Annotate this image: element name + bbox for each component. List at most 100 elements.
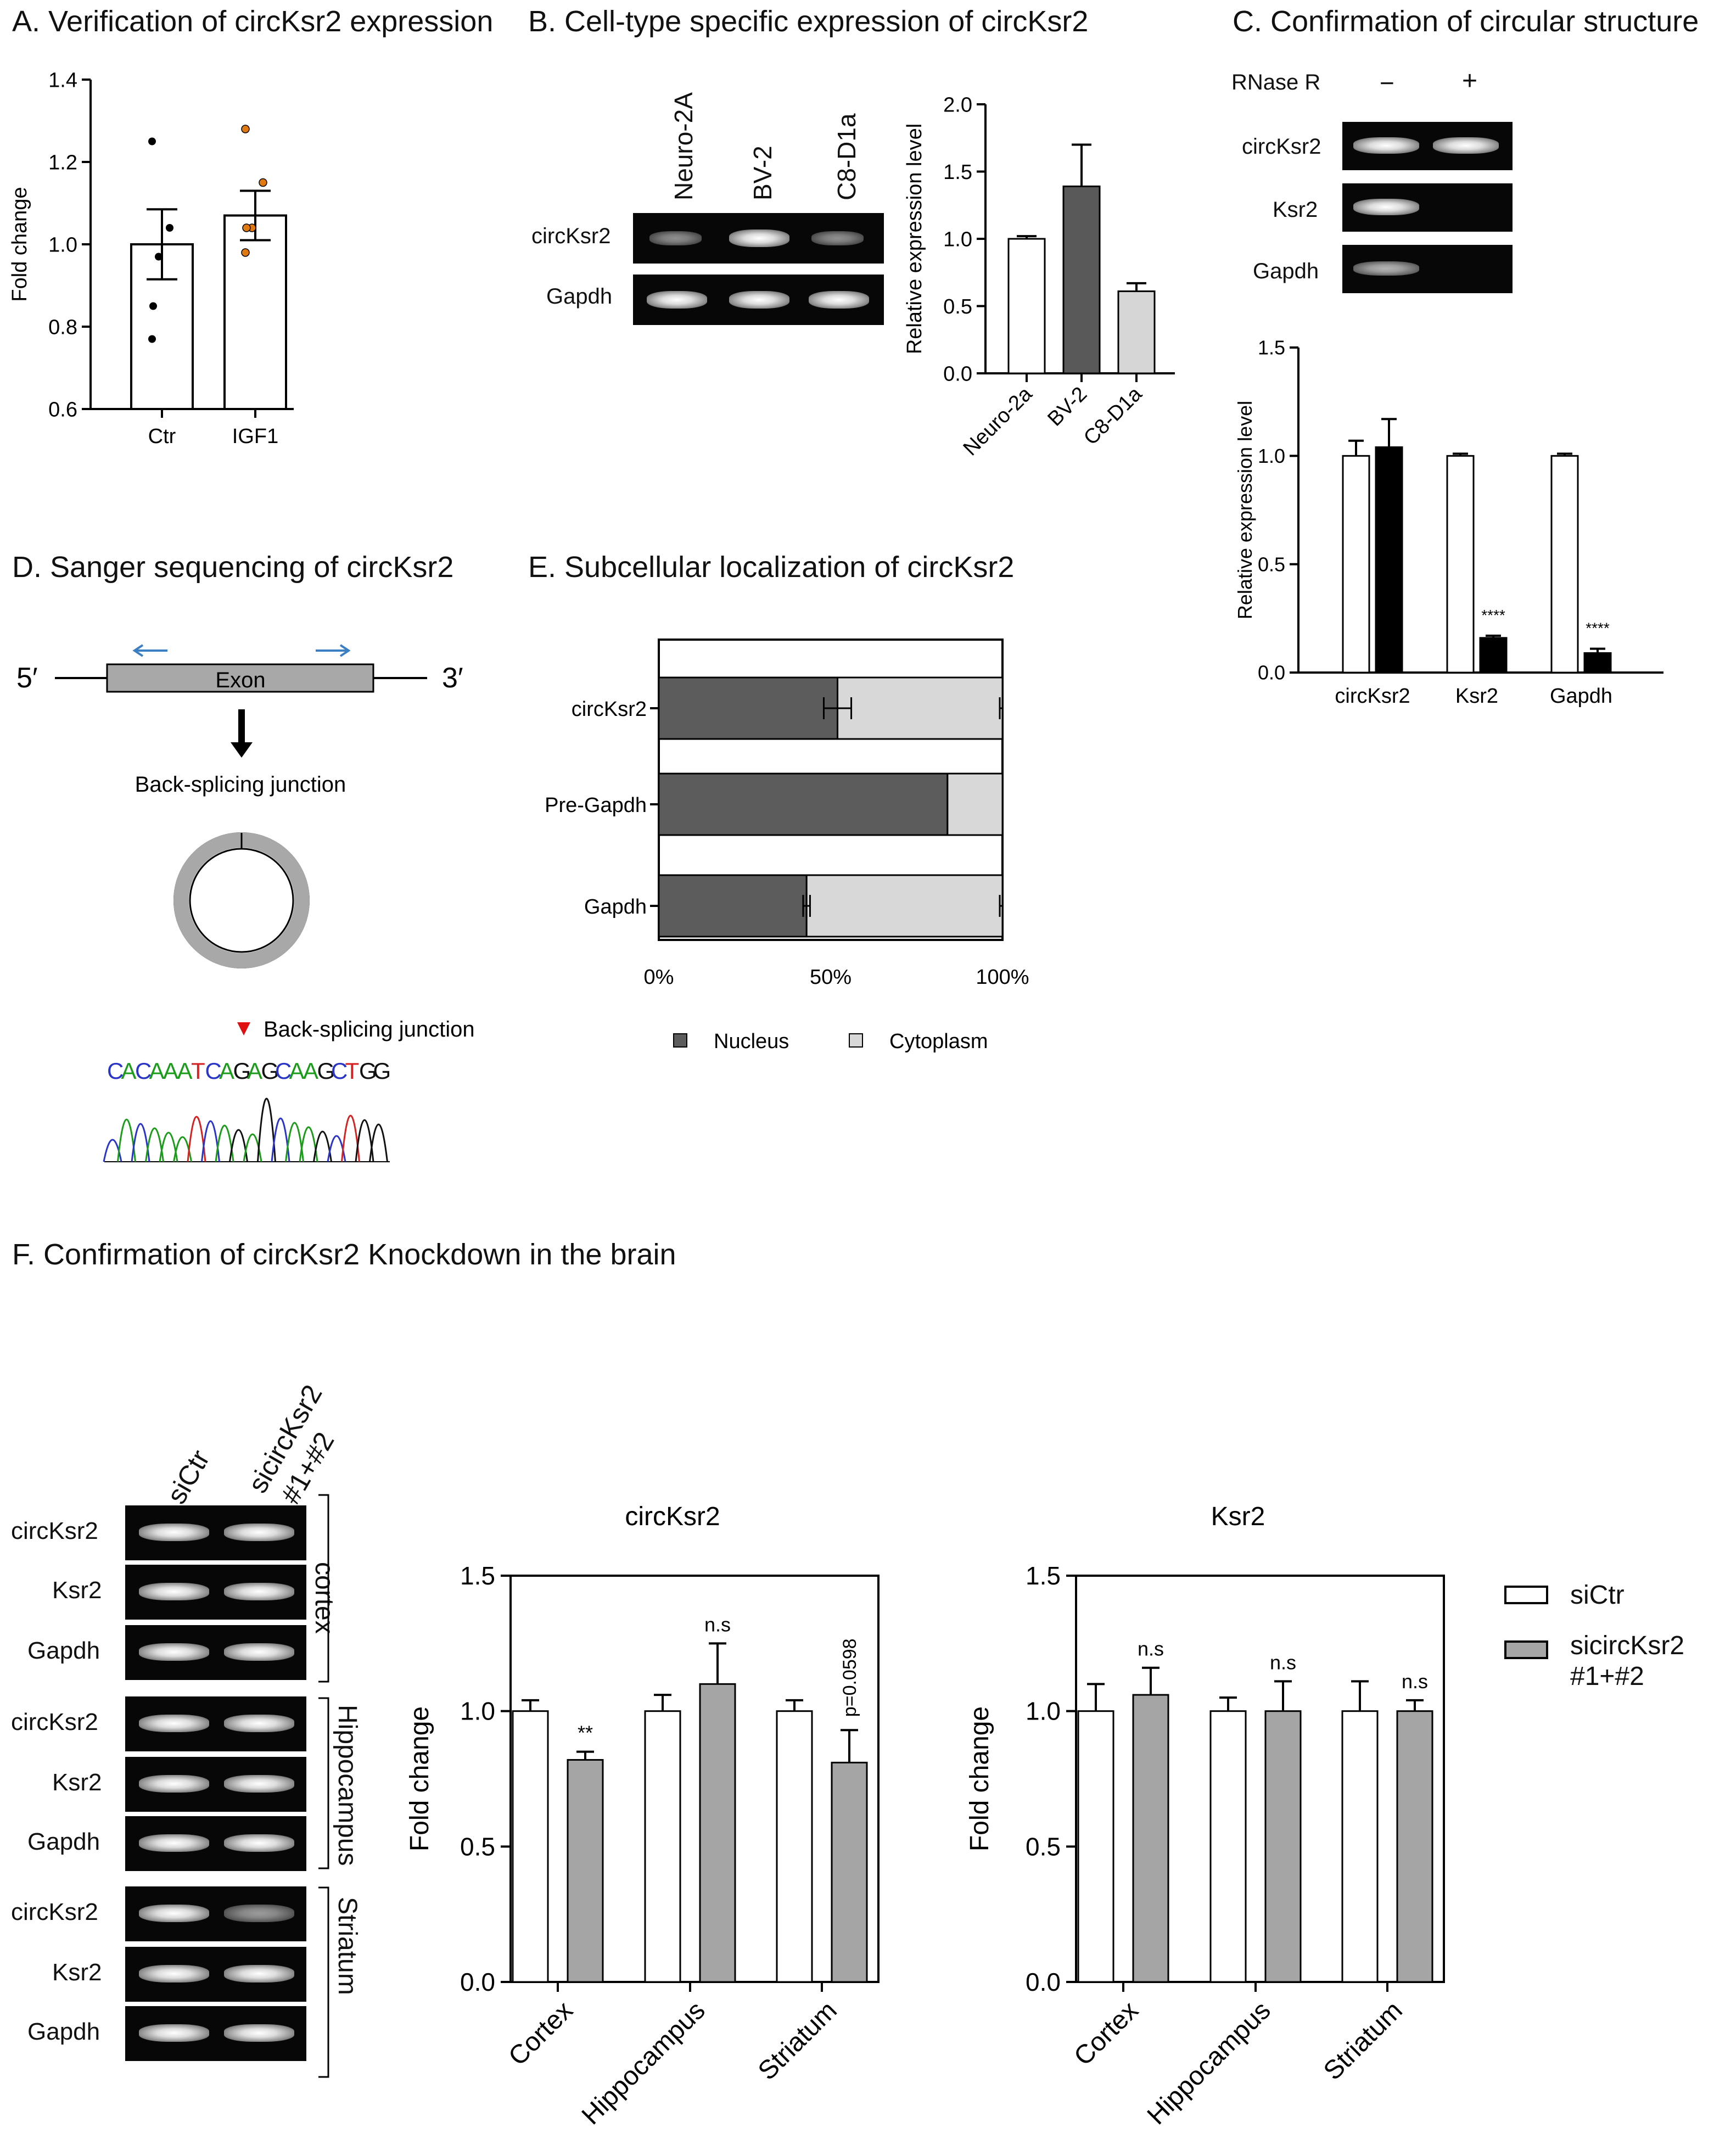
bar-circksr2-plus xyxy=(1375,446,1403,674)
sequence-base: T xyxy=(191,1058,205,1084)
y-tick-label: 1.0 xyxy=(1026,1697,1061,1726)
gel-band xyxy=(224,1965,294,1983)
y-tick-label: 0.5 xyxy=(1258,553,1285,575)
sequence-base: T xyxy=(345,1058,360,1084)
gel-band xyxy=(224,1524,294,1541)
y-tick-label: Pre-Gapdh xyxy=(545,794,647,817)
bar-cytoplasm xyxy=(805,874,1004,938)
gel-c-row-label: Gapdh xyxy=(1253,259,1319,283)
significance-label: n.s xyxy=(1270,1651,1296,1673)
sequence-base: A xyxy=(121,1058,137,1084)
gel-c-row-label: circKsr2 xyxy=(1242,135,1321,159)
back-splicing-label: Back-splicing junction xyxy=(135,772,346,797)
x-tick-label: Hippocampus xyxy=(576,1996,711,2130)
sequence-base: A xyxy=(177,1058,193,1084)
chromatogram-peak xyxy=(299,1126,318,1162)
significance-label: n.s xyxy=(1138,1638,1164,1660)
bar-gapdh-plus xyxy=(1583,652,1612,674)
sequence-base: C xyxy=(107,1058,124,1084)
gel-c-minus: − xyxy=(1380,69,1394,97)
x-tick-label: IGF1 xyxy=(232,425,278,448)
bar-ksr2-minus xyxy=(1446,455,1475,674)
chromatogram-peak xyxy=(187,1116,206,1162)
data-point xyxy=(149,302,157,310)
chromatogram-peak xyxy=(159,1132,178,1162)
sequence-base: G xyxy=(233,1058,251,1084)
bar-hippocampus-sictr xyxy=(644,1710,681,1983)
y-tick-label: circKsr2 xyxy=(572,698,647,721)
chromatogram-peak xyxy=(145,1127,164,1162)
bar-bv-2 xyxy=(1062,185,1101,374)
legend-swatch-sictr xyxy=(1504,1586,1548,1604)
sequence-base: G xyxy=(373,1058,391,1084)
schematic-d: 5′ Exon 3′ Back-splicing junction Back-s… xyxy=(16,644,475,1162)
gel-band xyxy=(224,1583,294,1600)
gel-band xyxy=(224,1905,294,1922)
bar-cytoplasm xyxy=(946,772,1004,836)
gel-f-row-label: circKsr2 xyxy=(11,1709,98,1735)
primer-right-arrow xyxy=(316,644,351,657)
gel-b-lane-label: Neuro-2A xyxy=(669,92,698,200)
gel-b-circksr2 xyxy=(633,213,884,264)
down-arrow xyxy=(231,709,253,758)
y-tick-label: 1.0 xyxy=(943,228,972,251)
gel-band xyxy=(139,1905,209,1922)
significance-label: **** xyxy=(1586,620,1610,637)
gel-f-lane xyxy=(125,1947,306,2002)
gel-f-lane xyxy=(125,1565,306,1620)
panel-a-title: A. Verification of circKsr2 expression xyxy=(12,5,494,38)
panel-e-title: E. Subcellular localization of circKsr2 xyxy=(528,551,1015,584)
gel-b-gapdh xyxy=(633,275,884,325)
bar-striatum-sictr xyxy=(1341,1710,1379,1983)
gel-band xyxy=(139,1834,209,1852)
legend-label-sicircksr2: sicircKsr2 xyxy=(1570,1631,1685,1660)
data-point xyxy=(242,223,251,232)
x-tick-label: 50% xyxy=(810,966,852,989)
gel-c-gapdh xyxy=(1342,245,1513,293)
gel-f-lane xyxy=(125,2006,306,2061)
gel-band xyxy=(139,1643,209,1661)
sequence-base: A xyxy=(163,1058,178,1084)
y-tick-label: 2.0 xyxy=(943,93,972,116)
gel-band xyxy=(139,1524,209,1541)
primer-left-arrow xyxy=(132,644,167,657)
legend-label-sicircksr2-line2: #1+#2 xyxy=(1570,1662,1644,1691)
data-point xyxy=(241,125,250,133)
y-tick-label: 1.4 xyxy=(48,69,77,92)
x-tick-label: Ksr2 xyxy=(1455,685,1498,708)
gel-f-lane xyxy=(125,1886,306,1941)
y-tick-label: 1.0 xyxy=(460,1697,495,1726)
plot-frame xyxy=(1075,1575,1445,1983)
gel-b-row-label: circKsr2 xyxy=(531,224,611,248)
gel-band xyxy=(224,1643,294,1661)
bar-nucleus xyxy=(658,676,839,740)
significance-label: n.s xyxy=(704,1613,731,1636)
sequence-base: A xyxy=(149,1058,165,1084)
chart-b: 0.0 0.5 1.0 1.5 2.0 Relative expression level… xyxy=(903,93,1175,460)
legend-swatch-sicircksr2 xyxy=(1504,1640,1548,1659)
y-tick-label: 1.0 xyxy=(48,233,77,256)
gel-f-brackets xyxy=(318,1494,329,2078)
chromatogram-peak xyxy=(285,1122,304,1162)
gel-c-ksr2 xyxy=(1342,183,1513,232)
sequence-base: A xyxy=(219,1058,234,1084)
y-tick-label: 0.8 xyxy=(48,316,77,339)
y-tick-label: 0.6 xyxy=(48,398,77,421)
y-axis-title: Relative expression level xyxy=(1234,401,1256,619)
x-tick-label: Striatum xyxy=(1318,1996,1408,2086)
y-axis-title: Fold change xyxy=(8,187,31,301)
chart-e: circKsr2 Pre-Gapdh Gapdh 0% 50% 100% Nucleus Cy… xyxy=(545,639,1029,1053)
gel-f-row-label: Gapdh xyxy=(27,2018,100,2045)
gel-f-lane xyxy=(125,1625,306,1680)
chromatogram xyxy=(103,1097,390,1162)
gel-b-lane-label: BV-2 xyxy=(748,145,777,200)
x-tick-label: circKsr2 xyxy=(1335,685,1410,708)
chart-title: Ksr2 xyxy=(1211,1502,1265,1531)
y-tick-label: 1.5 xyxy=(1026,1561,1061,1590)
significance-label: **** xyxy=(1481,607,1505,624)
significance-label: n.s xyxy=(1402,1670,1428,1693)
chromatogram-peak xyxy=(271,1117,290,1162)
significance-label: p=0.0598 xyxy=(839,1638,860,1717)
bar-nucleus xyxy=(658,874,808,938)
exon-label: Exon xyxy=(215,668,265,692)
